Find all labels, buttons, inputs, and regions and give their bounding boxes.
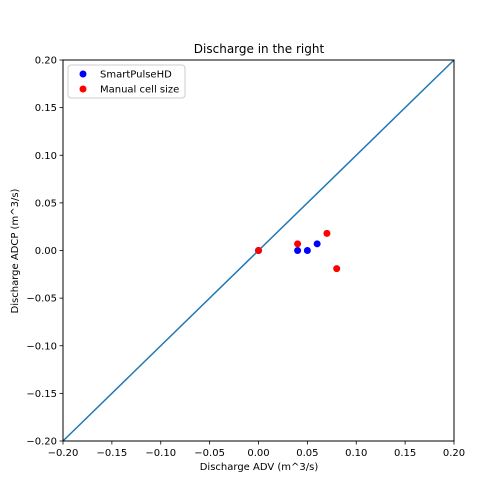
x-tick-label: −0.15 bbox=[97, 448, 128, 459]
y-axis: −0.20 −0.15 −0.10 −0.05 0.00 0.05 0.10 0.15 0.20 bbox=[26, 56, 63, 448]
x-axis-label: Discharge ADV (m^3/s) bbox=[200, 462, 319, 473]
y-tick-label: −0.05 bbox=[26, 294, 57, 305]
y-tick-label: 0.05 bbox=[35, 198, 57, 209]
plot-area bbox=[62, 59, 455, 442]
x-tick-label: −0.10 bbox=[145, 448, 176, 459]
x-tick-label: −0.05 bbox=[194, 448, 225, 459]
y-tick-label: −0.10 bbox=[26, 341, 57, 352]
x-tick-label: −0.20 bbox=[48, 448, 79, 459]
point-smartpulsehd-1 bbox=[294, 247, 302, 254]
chart-title: Discharge in the right bbox=[194, 42, 325, 56]
y-tick-label: 0.20 bbox=[35, 56, 57, 67]
legend-box bbox=[67, 64, 186, 99]
x-tick-label: 0.15 bbox=[394, 448, 416, 459]
point-smartpulsehd-2 bbox=[303, 247, 311, 254]
point-manual-cell-size-2 bbox=[323, 229, 331, 237]
y-tick-label: 0.00 bbox=[35, 246, 57, 257]
y-tick-label: 0.10 bbox=[35, 151, 57, 162]
legend-marker-smartpulsehd bbox=[79, 70, 87, 78]
point-manual-cell-size-0 bbox=[255, 247, 262, 254]
x-axis: −0.20 −0.15 −0.10 −0.05 0.00 0.05 0.10 0.15 0.20 bbox=[48, 441, 465, 459]
x-tick-label: 0.20 bbox=[443, 448, 465, 459]
y-tick-label: −0.20 bbox=[26, 437, 57, 448]
legend: SmartPulseHD Manual cell size bbox=[67, 64, 186, 99]
x-tick-label: 0.10 bbox=[345, 448, 367, 459]
y-tick-label: −0.15 bbox=[26, 389, 57, 400]
legend-label-smartpulsehd: SmartPulseHD bbox=[100, 70, 172, 81]
x-tick-label: 0.05 bbox=[296, 448, 318, 459]
legend-label-manual-cell-size: Manual cell size bbox=[100, 85, 179, 96]
legend-marker-manual-cell-size bbox=[79, 85, 87, 93]
point-smartpulsehd-3 bbox=[313, 240, 321, 248]
y-axis-label: Discharge ADCP (m^3/s) bbox=[10, 188, 21, 313]
x-tick-label: 0.00 bbox=[247, 448, 269, 459]
point-manual-cell-size-3 bbox=[333, 265, 341, 273]
y-tick-label: 0.15 bbox=[35, 103, 57, 114]
point-manual-cell-size-1 bbox=[294, 240, 302, 248]
